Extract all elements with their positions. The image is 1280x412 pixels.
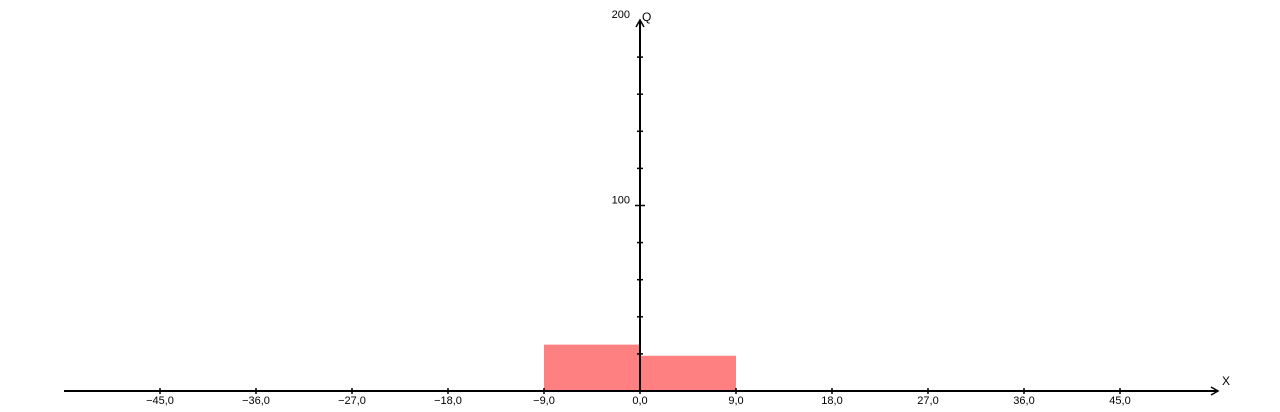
x-tick-label: −27,0: [338, 395, 366, 407]
y-axis-arrow: [635, 18, 645, 28]
x-tick-label: 18,0: [821, 395, 842, 407]
x-tick-label: −36,0: [242, 395, 270, 407]
x-tick-label: −45,0: [146, 395, 174, 407]
y-tick-label: 200: [612, 9, 630, 21]
x-axis-arrow: [1210, 386, 1220, 396]
y-tick-label: 100: [612, 195, 630, 207]
x-axis-title: X: [1222, 374, 1230, 388]
axes-layer: [64, 18, 1220, 396]
x-tick-label: 0,0: [632, 395, 647, 407]
x-tick-label: 45,0: [1109, 395, 1130, 407]
x-tick-label: 9,0: [728, 395, 743, 407]
bar-0: [544, 344, 640, 391]
ticks-layer: −45,0 −36,0 −27,0 −18,0 −9,0 0,0 9,0 18,0 27,0 36…: [146, 9, 1131, 407]
bars-layer: [544, 344, 736, 391]
y-axis-title: Q: [642, 10, 651, 24]
x-tick-label: 36,0: [1013, 395, 1034, 407]
bar-1: [640, 355, 736, 391]
x-tick-label: 27,0: [917, 395, 938, 407]
x-tick-label: −18,0: [434, 395, 462, 407]
x-tick-label: −9,0: [533, 395, 555, 407]
